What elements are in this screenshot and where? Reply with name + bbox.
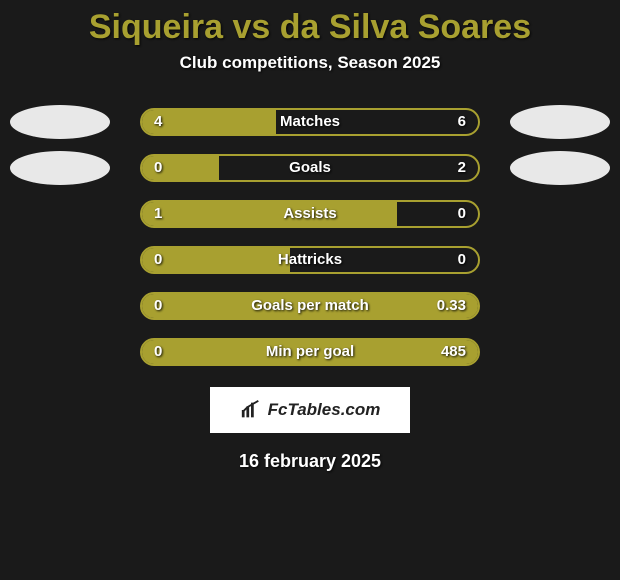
stat-value-right: 0 xyxy=(458,205,466,222)
stat-row: 0Goals per match0.33 xyxy=(0,285,620,331)
stat-row: 1Assists0 xyxy=(0,193,620,239)
stat-label: Goals per match xyxy=(142,297,478,314)
stat-value-right: 0 xyxy=(458,251,466,268)
stat-value-right: 6 xyxy=(458,113,466,130)
stat-label: Assists xyxy=(142,205,478,222)
stat-bar: 1Assists0 xyxy=(140,200,480,228)
stat-value-right: 485 xyxy=(441,343,466,360)
stat-label: Min per goal xyxy=(142,343,478,360)
stat-label: Matches xyxy=(142,113,478,130)
avatar-left xyxy=(10,105,110,139)
logo-text: FcTables.com xyxy=(268,400,381,420)
avatar-right xyxy=(510,151,610,185)
stat-row: 0Goals2 xyxy=(0,147,620,193)
stat-value-right: 0.33 xyxy=(437,297,466,314)
avatar-right xyxy=(510,105,610,139)
stat-bar: 0Goals per match0.33 xyxy=(140,292,480,320)
stat-label: Goals xyxy=(142,159,478,176)
page-title: Siqueira vs da Silva Soares xyxy=(0,0,620,53)
stat-value-right: 2 xyxy=(458,159,466,176)
stat-bar: 4Matches6 xyxy=(140,108,480,136)
chart-icon xyxy=(240,399,262,421)
stat-row: 4Matches6 xyxy=(0,101,620,147)
stat-bar: 0Goals2 xyxy=(140,154,480,182)
stats-rows-container: 4Matches60Goals21Assists00Hattricks00Goa… xyxy=(0,101,620,377)
date-text: 16 february 2025 xyxy=(0,451,620,472)
page-subtitle: Club competitions, Season 2025 xyxy=(0,53,620,73)
stat-bar: 0Min per goal485 xyxy=(140,338,480,366)
logo-box: FcTables.com xyxy=(210,387,410,433)
stat-bar: 0Hattricks0 xyxy=(140,246,480,274)
stat-label: Hattricks xyxy=(142,251,478,268)
stat-row: 0Hattricks0 xyxy=(0,239,620,285)
avatar-left xyxy=(10,151,110,185)
stat-row: 0Min per goal485 xyxy=(0,331,620,377)
